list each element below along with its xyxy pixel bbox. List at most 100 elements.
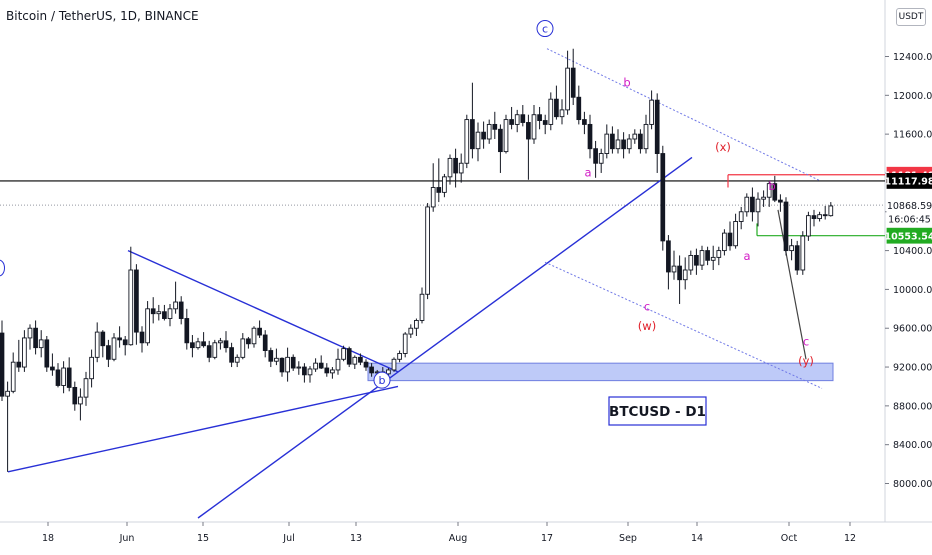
label-box-border <box>608 396 707 426</box>
bullish-candle <box>94 331 100 358</box>
x-tick-label: Jul <box>282 533 294 544</box>
bullish-candle <box>167 308 173 319</box>
bearish-candle <box>139 331 145 344</box>
wave-label-a: a <box>584 166 591 180</box>
y-axis: 12400.0012000.0011600.0011200.0010800.00… <box>885 52 932 490</box>
bullish-candle <box>391 358 397 371</box>
candles <box>0 48 834 472</box>
bullish-candle <box>548 98 554 125</box>
symbol-title[interactable]: Bitcoin / TetherUS, 1D, BINANCE <box>6 9 199 23</box>
bearish-candle <box>794 245 800 271</box>
x-tick-label: Jun <box>119 533 135 544</box>
bearish-candle <box>498 128 503 153</box>
bullish-candle <box>503 119 509 153</box>
bullish-candle <box>626 138 632 150</box>
bullish-candle <box>234 356 240 363</box>
bearish-candle <box>481 131 486 140</box>
bullish-candle <box>615 139 621 150</box>
y-tick-label: 8400.00 <box>893 440 932 451</box>
y-tick-label: 8000.00 <box>893 479 932 490</box>
y-tick-label: 11600.00 <box>893 130 932 141</box>
triangle-upper-line <box>127 249 399 373</box>
bearish-candle <box>369 366 374 374</box>
bullish-candle <box>83 378 89 398</box>
bearish-candle <box>772 183 778 201</box>
bearish-candle <box>290 356 296 369</box>
bearish-candle <box>587 123 593 150</box>
wave-label-b: b <box>379 374 386 387</box>
bearish-candle <box>593 148 598 164</box>
bearish-candle <box>229 347 234 363</box>
bearish-candle <box>660 153 666 242</box>
y-tick-label: 10000.00 <box>893 285 932 296</box>
bearish-candle <box>117 337 122 341</box>
bullish-candle <box>414 320 419 329</box>
x-tick-label: Oct <box>781 533 798 544</box>
bullish-candle <box>716 250 722 258</box>
bearish-candle <box>576 96 582 121</box>
currency-badge[interactable]: USDT <box>896 8 926 26</box>
bullish-candle <box>761 196 766 200</box>
bullish-candle <box>789 245 794 252</box>
wave-label-(x): (x) <box>715 140 731 154</box>
bearish-candle <box>66 367 72 388</box>
trendlines <box>7 156 693 519</box>
bearish-candle <box>0 332 5 397</box>
bearish-candle <box>106 345 111 360</box>
bullish-candle <box>419 293 425 321</box>
bearish-candle <box>33 327 38 349</box>
bearish-candle <box>246 338 251 345</box>
bullish-candle <box>402 333 408 354</box>
bullish-candle <box>335 358 341 371</box>
bullish-candle <box>27 327 33 339</box>
price-marker-bg <box>886 227 932 244</box>
bearish-candle <box>346 348 352 365</box>
bearish-candle <box>201 341 206 347</box>
bullish-candle <box>195 341 201 349</box>
bullish-candle <box>744 196 750 213</box>
bullish-candle <box>89 356 94 380</box>
bearish-candle <box>509 119 514 125</box>
bullish-candle <box>251 327 257 345</box>
x-axis: 18 Jun 15 Jul 13 Aug 17 Sep 14 Oct 12 <box>42 522 856 544</box>
support-zone <box>367 362 834 382</box>
wave-label-b: b <box>623 75 630 89</box>
chart-label-box: BTCUSD - D1 <box>608 396 707 426</box>
bullish-candle <box>733 221 738 247</box>
bullish-candle <box>352 356 358 365</box>
triangle-lower-line <box>7 385 399 473</box>
bearish-candle <box>621 139 626 150</box>
bullish-candle <box>800 235 806 271</box>
y-tick-label: 9200.00 <box>893 363 932 374</box>
bearish-candle <box>279 357 285 373</box>
bullish-candle <box>425 206 430 295</box>
bullish-candle <box>128 269 134 346</box>
bearish-candle <box>162 311 167 319</box>
bullish-candle <box>5 390 10 397</box>
bullish-candle <box>218 340 223 344</box>
bearish-candle <box>778 199 783 203</box>
bearish-candle <box>705 250 710 261</box>
wave-label-(w): (w) <box>638 319 656 333</box>
bullish-candle <box>386 369 391 375</box>
bearish-candle <box>654 99 660 154</box>
bullish-candle <box>285 356 290 373</box>
bullish-candle <box>514 114 520 125</box>
bullish-candle <box>274 357 279 362</box>
bullish-candle <box>397 353 402 360</box>
bearish-candle <box>50 366 55 371</box>
bullish-candle <box>475 131 481 150</box>
bearish-candle <box>302 366 307 376</box>
bullish-candle <box>111 337 117 360</box>
bearish-candle <box>582 119 587 125</box>
bearish-candle <box>570 67 576 98</box>
channel-upper-line <box>546 48 821 182</box>
bearish-candle <box>268 350 274 362</box>
bearish-candle <box>666 240 671 273</box>
x-tick-label: Sep <box>619 533 637 544</box>
bearish-candle <box>542 120 548 125</box>
bearish-candle <box>206 345 212 358</box>
